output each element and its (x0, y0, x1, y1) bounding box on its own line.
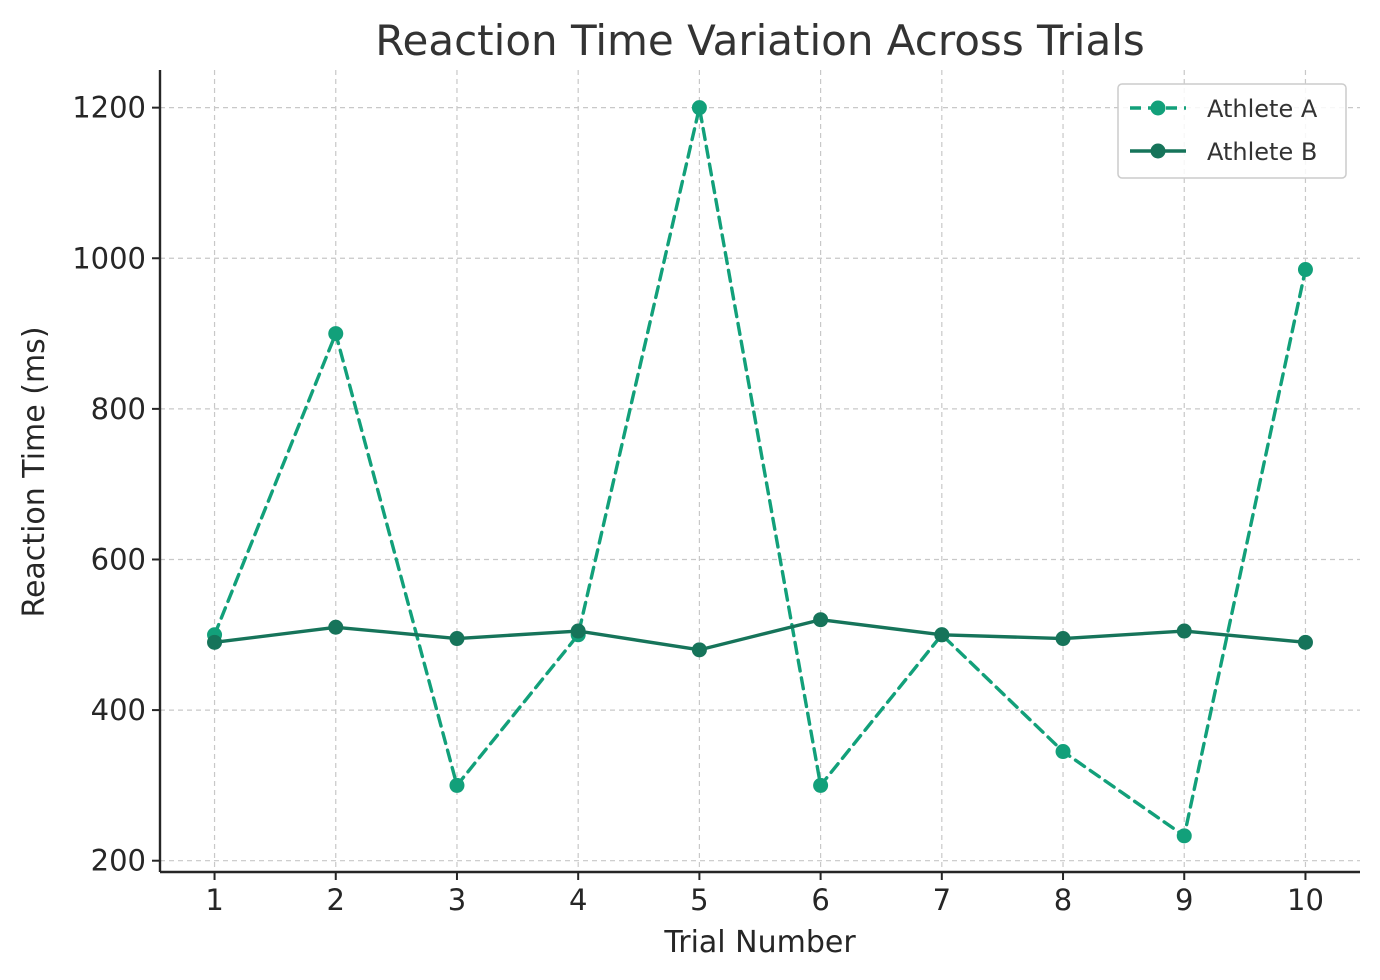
data-point (813, 612, 829, 628)
legend-label: Athlete A (1207, 95, 1318, 123)
x-tick-label: 2 (327, 883, 345, 917)
data-point (1176, 828, 1192, 844)
chart-title: Reaction Time Variation Across Trials (375, 16, 1145, 65)
axes (158, 70, 1360, 874)
x-tick-label: 9 (1175, 883, 1193, 917)
data-point (1055, 744, 1071, 760)
x-tick-label: 7 (933, 883, 951, 917)
x-tick-label: 8 (1054, 883, 1072, 917)
data-point (1055, 631, 1071, 647)
series-line (212, 105, 1308, 838)
data-point (813, 777, 829, 793)
data-point (1297, 262, 1313, 278)
data-point (1176, 623, 1192, 639)
y-axis-label: Reaction Time (ms) (17, 326, 52, 617)
legend-item: Athlete A (1130, 95, 1318, 123)
x-tick-label: 5 (690, 883, 708, 917)
series-group (207, 612, 1313, 658)
series-line (212, 618, 1308, 652)
y-tick-label: 200 (91, 844, 146, 878)
legend-marker (1150, 143, 1166, 159)
data-point (449, 777, 465, 793)
data-point (1297, 634, 1313, 650)
y-tick-label: 1000 (72, 241, 146, 275)
legend-marker (1150, 100, 1166, 116)
data-point (570, 623, 586, 639)
x-tick-label: 1 (205, 883, 223, 917)
y-axis-ticks: 200 400 600 800 1000 1200 (72, 91, 160, 878)
y-tick-label: 600 (91, 542, 146, 576)
data-point (691, 642, 707, 658)
data-point (207, 634, 223, 650)
x-axis-label: Trial Number (663, 925, 856, 960)
x-tick-label: 6 (811, 883, 829, 917)
data-point (691, 100, 707, 116)
data-point (934, 627, 950, 643)
x-tick-label: 3 (448, 883, 466, 917)
x-axis-ticks: 1 2 3 4 5 6 7 8 9 10 (205, 872, 1324, 917)
grid (160, 70, 1360, 872)
legend-label: Athlete B (1207, 138, 1317, 166)
data-point (328, 619, 344, 635)
y-tick-label: 800 (91, 392, 146, 426)
data-point (328, 326, 344, 342)
x-tick-label: 10 (1287, 883, 1324, 917)
legend: Athlete A Athlete B (1117, 83, 1347, 179)
data-series (207, 100, 1313, 844)
x-tick-label: 4 (569, 883, 587, 917)
y-tick-label: 400 (91, 693, 146, 727)
y-tick-label: 1200 (72, 91, 146, 125)
series-group (207, 100, 1313, 844)
legend-item: Athlete B (1130, 138, 1317, 166)
data-point (449, 631, 465, 647)
